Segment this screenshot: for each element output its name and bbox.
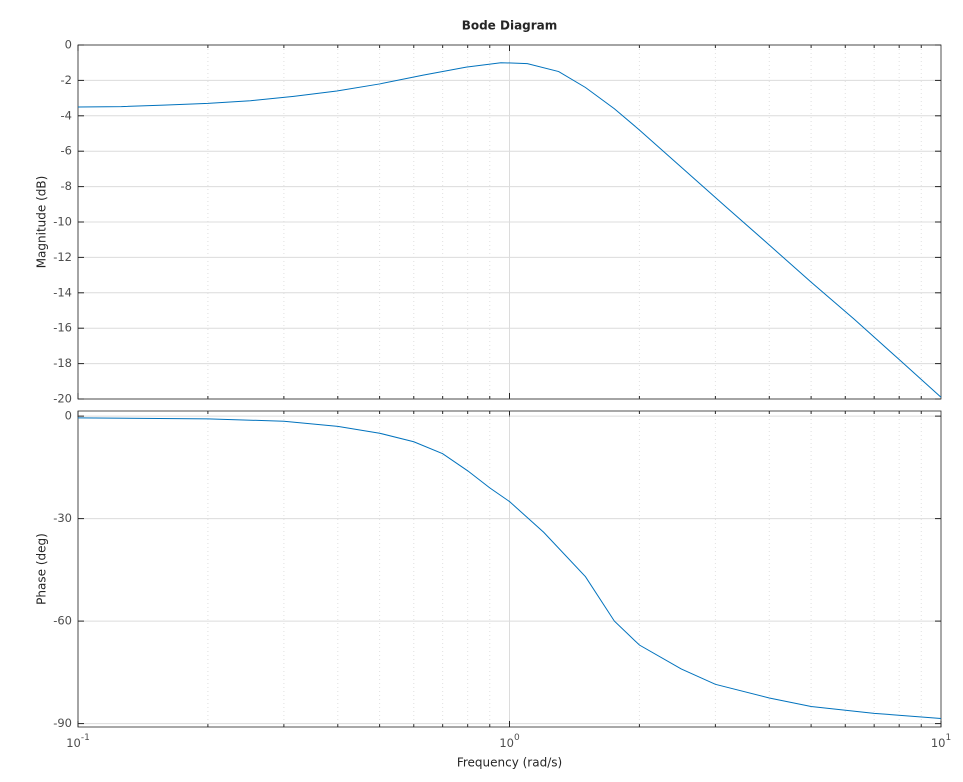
x-axis-label: Frequency (rad/s) <box>457 756 562 770</box>
y-tick-label: -20 <box>53 392 72 406</box>
x-tick-exponent: -1 <box>81 733 90 743</box>
y-tick-label: 0 <box>65 409 72 423</box>
y-axis-label: Phase (deg) <box>35 533 49 605</box>
y-tick-label: -90 <box>53 716 72 730</box>
x-tick-label: 101 <box>931 733 951 750</box>
axes-box <box>77 44 942 400</box>
x-tick-exponent: 0 <box>514 733 520 743</box>
chart-title: Bode Diagram <box>462 19 558 33</box>
y-tick-label: -2 <box>61 73 72 87</box>
y-tick-label: -12 <box>53 250 72 264</box>
x-tick-label: 100 <box>499 733 520 750</box>
x-tick-label: 10-1 <box>66 733 90 750</box>
x-tick-base: 10 <box>931 736 946 750</box>
line-series <box>77 417 942 719</box>
y-tick-label: -16 <box>53 321 72 335</box>
y-tick-label: -8 <box>61 179 72 193</box>
y-tick-label: -4 <box>61 108 72 122</box>
x-tick-base: 10 <box>66 736 81 750</box>
y-tick-label: -30 <box>53 511 72 525</box>
y-axis-label: Magnitude (dB) <box>35 176 49 269</box>
y-tick-label: 0 <box>65 38 72 52</box>
x-tick-exponent: 1 <box>945 733 951 743</box>
x-tick-base: 10 <box>499 736 514 750</box>
y-tick-label: -14 <box>53 285 72 299</box>
y-tick-label: -18 <box>53 356 72 370</box>
y-tick-label: -10 <box>53 215 72 229</box>
axes-box <box>77 410 942 728</box>
y-tick-label: -6 <box>61 144 72 158</box>
y-tick-label: -60 <box>53 614 72 628</box>
line-series <box>77 62 942 398</box>
